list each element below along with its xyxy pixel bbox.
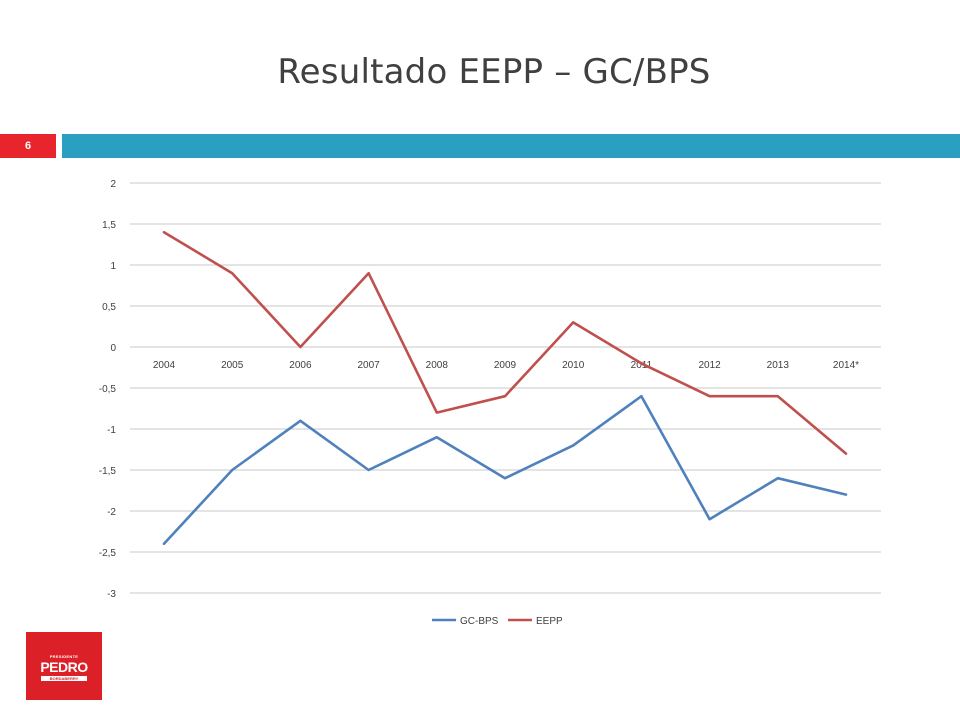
- x-tick-label: 2013: [767, 360, 790, 371]
- y-tick-label: 0: [110, 343, 116, 354]
- series-line-eepp: [162, 230, 848, 455]
- y-tick-label: -3: [107, 589, 116, 600]
- x-tick-label: 2005: [221, 360, 244, 371]
- y-tick-label: -1,5: [99, 466, 117, 477]
- x-tick-label: 2008: [426, 360, 449, 371]
- y-tick-label: -2: [107, 507, 116, 518]
- legend-label: GC-BPS: [460, 616, 499, 627]
- x-tick-label: 2007: [357, 360, 380, 371]
- y-tick-label: 0,5: [102, 302, 116, 313]
- x-tick-label: 2004: [153, 360, 176, 371]
- slide-title: Resultado EEPP – GC/BPS: [277, 52, 711, 92]
- slide-number: 6: [0, 134, 56, 158]
- title-bar: [62, 134, 960, 158]
- x-tick-label: 2009: [494, 360, 517, 371]
- y-tick-label: 2: [110, 179, 116, 190]
- x-tick-label: 2006: [289, 360, 312, 371]
- logo-main-text: PEDRO: [40, 659, 88, 675]
- legend-label: EEPP: [536, 616, 563, 627]
- x-tick-label: 2014*: [833, 360, 859, 371]
- x-tick-label: 2012: [698, 360, 721, 371]
- y-tick-label: 1: [110, 261, 116, 272]
- y-tick-label: -0,5: [99, 384, 117, 395]
- x-tick-label: 2011: [631, 360, 653, 371]
- logo-top-text: PRESIDENTE: [49, 654, 79, 659]
- y-tick-label: -1: [107, 425, 116, 436]
- y-tick-label: 1,5: [102, 220, 116, 231]
- series-line-gc-bps: [162, 394, 848, 546]
- x-tick-label: 2010: [562, 360, 585, 371]
- pedro-bordaberry-logo: PRESIDENTE PEDRO BORDABERRY: [26, 632, 102, 700]
- logo-bottom-text: BORDABERRY: [41, 676, 87, 681]
- y-tick-label: -2,5: [99, 548, 117, 559]
